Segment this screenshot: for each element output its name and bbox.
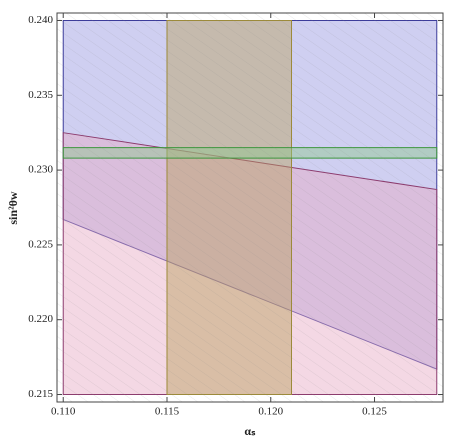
x-tick-label: 0.115 — [155, 406, 180, 418]
y-tick-label: 0.240 — [28, 14, 53, 26]
plot-frame — [56, 12, 444, 403]
y-tick-label: 0.215 — [28, 388, 53, 400]
x-tick-label: 0.125 — [362, 406, 387, 418]
y-tick-label: 0.230 — [28, 164, 53, 176]
x-tick-label: 0.110 — [51, 406, 76, 418]
x-axis-label: αₛ — [244, 424, 256, 438]
y-tick-label: 0.220 — [28, 313, 53, 325]
y-axis-label: sin²θw — [6, 191, 20, 225]
y-tick-label: 0.235 — [28, 89, 53, 101]
hatching — [57, 13, 443, 402]
x-tick-label: 0.120 — [258, 406, 283, 418]
y-tick-label: 0.225 — [28, 238, 53, 250]
